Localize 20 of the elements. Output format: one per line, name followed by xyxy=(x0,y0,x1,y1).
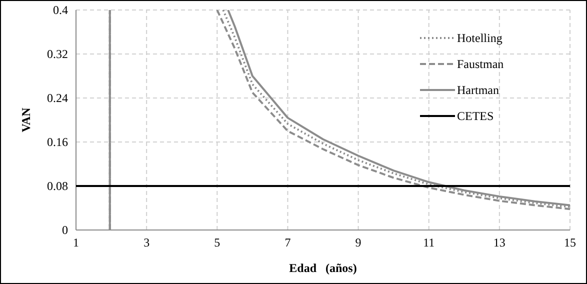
x-tick-label: 9 xyxy=(355,236,362,250)
x-tick-label: 1 xyxy=(73,236,79,250)
legend-label: CETES xyxy=(457,109,494,124)
legend-label: Faustman xyxy=(457,57,504,72)
x-tick-label: 5 xyxy=(214,236,220,250)
y-tick-label: 0.24 xyxy=(47,90,68,105)
y-tick-label: 0 xyxy=(62,222,68,237)
y-tick-label: 0.08 xyxy=(47,178,68,193)
y-tick-label: 0.4 xyxy=(53,2,68,17)
legend-label: Hotelling xyxy=(457,31,502,46)
y-tick-label: 0.32 xyxy=(47,46,68,61)
x-tick-label: 11 xyxy=(423,236,435,250)
x-tick-label: 3 xyxy=(144,236,150,250)
x-axis-title: Edad (años) xyxy=(289,261,357,275)
x-tick-label: 15 xyxy=(564,236,576,250)
y-axis-title: VAN xyxy=(19,107,33,132)
legend-label: Hartman xyxy=(457,83,499,98)
x-tick-label: 7 xyxy=(284,236,291,250)
y-tick-label: 0.16 xyxy=(47,134,68,149)
x-tick-label: 13 xyxy=(493,236,506,250)
